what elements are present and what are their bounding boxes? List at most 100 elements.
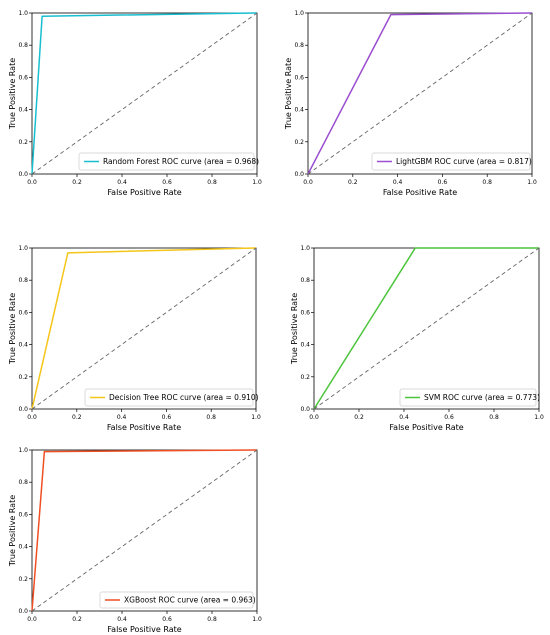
x-axis-label: False Positive Rate [383, 188, 457, 197]
x-tick-label: 0.4 [117, 616, 127, 623]
y-tick-label: 0.8 [300, 277, 310, 284]
legend-box [99, 591, 254, 609]
x-axis-label: False Positive Rate [107, 188, 181, 197]
y-tick-label: 0.0 [18, 608, 28, 615]
x-tick-label: 0.0 [303, 179, 313, 186]
chance-diagonal-line [31, 12, 258, 175]
x-tick-label: 0.8 [482, 179, 492, 186]
y-tick-label: 0.4 [18, 107, 28, 114]
y-tick-label: 0.4 [18, 544, 28, 551]
x-tick-label: 0.2 [354, 414, 364, 421]
legend-entry: Random Forest ROC curve (area = 0.968) [103, 157, 259, 166]
y-tick-label: 0.0 [18, 171, 28, 178]
y-tick-label: 0.8 [294, 42, 304, 49]
roc-panel-4: 0.0 0.2 0.4 0.6 0.8 1.0 0.0 0.2 0.4 0.6 0.8 1.0 Fals… [290, 245, 544, 432]
y-axis-label: True Positive Rate [8, 495, 17, 567]
axes-frame [31, 247, 257, 410]
chance-diagonal-line [307, 12, 533, 175]
x-tick-label: 0.8 [207, 179, 217, 186]
roc-curve-line [313, 247, 539, 410]
x-tick-label: 0.8 [489, 414, 499, 421]
y-axis-label: True Positive Rate [290, 293, 299, 365]
y-tick-label: 0.6 [300, 309, 310, 316]
roc-curve-line [307, 12, 533, 175]
x-axis-label: False Positive Rate [389, 423, 463, 432]
x-tick-label: 0.2 [72, 414, 82, 421]
axes-frame [307, 12, 533, 175]
y-tick-label: 0.0 [18, 406, 28, 413]
x-tick-label: 0.8 [207, 616, 217, 623]
x-tick-label: 0.0 [27, 414, 37, 421]
x-tick-label: 0.0 [27, 616, 37, 623]
chance-diagonal-line [313, 247, 540, 410]
legend: Decision Tree ROC curve (area = 0.910) [84, 388, 259, 407]
x-tick-label: 0.2 [72, 616, 82, 623]
y-tick-label: 0.6 [18, 511, 28, 518]
roc-panel-5: 0.0 0.2 0.4 0.6 0.8 1.0 0.0 0.2 0.4 0.6 0.8 1.0 Fals… [8, 447, 262, 634]
y-tick-label: 0.2 [294, 139, 304, 146]
legend-entry: LightGBM ROC curve (area = 0.817) [396, 157, 532, 166]
y-tick-label: 0.0 [300, 406, 310, 413]
y-axis-label: True Positive Rate [8, 293, 17, 365]
y-tick-label: 0.6 [294, 74, 304, 81]
y-tick-label: 0.6 [18, 309, 28, 316]
x-axis-label: False Positive Rate [107, 625, 181, 634]
x-tick-label: 1.0 [527, 179, 537, 186]
x-tick-label: 0.6 [162, 616, 172, 623]
legend-entry: SVM ROC curve (area = 0.773) [424, 393, 540, 402]
roc-panel-2: 0.0 0.2 0.4 0.6 0.8 1.0 0.0 0.2 0.4 0.6 0.8 1.0 Fals… [284, 10, 537, 197]
x-tick-label: 0.2 [348, 179, 358, 186]
y-tick-label: 0.4 [18, 342, 28, 349]
chance-diagonal-line [31, 247, 257, 410]
y-tick-label: 1.0 [18, 245, 28, 252]
y-tick-label: 0.8 [18, 277, 28, 284]
roc-panel-1: 0.0 0.2 0.4 0.6 0.8 1.0 0.0 0.2 0.4 0.6 0.8 1.0 Fals… [8, 10, 262, 197]
roc-curve-line [31, 12, 258, 175]
legend: LightGBM ROC curve (area = 0.817) [371, 152, 532, 171]
roc-curve-line [31, 247, 257, 410]
y-tick-label: 1.0 [18, 10, 28, 17]
legend-box [371, 152, 531, 171]
x-tick-label: 1.0 [534, 414, 544, 421]
y-tick-label: 0.2 [18, 576, 28, 583]
y-axis-label: True Positive Rate [284, 58, 293, 130]
axes-frame [313, 247, 540, 410]
legend-box [78, 152, 255, 171]
legend: XGBoost ROC curve (area = 0.963) [99, 591, 256, 609]
y-tick-label: 0.2 [300, 374, 310, 381]
y-tick-label: 0.8 [18, 479, 28, 486]
y-tick-label: 0.8 [18, 42, 28, 49]
x-tick-label: 1.0 [252, 179, 262, 186]
x-axis-label: False Positive Rate [107, 423, 181, 432]
legend: Random Forest ROC curve (area = 0.968) [78, 152, 259, 171]
x-tick-label: 0.4 [117, 179, 127, 186]
x-tick-label: 0.6 [162, 414, 172, 421]
y-tick-label: 0.2 [18, 139, 28, 146]
axes-frame [31, 449, 258, 612]
y-tick-label: 1.0 [18, 447, 28, 454]
y-tick-label: 0.2 [18, 374, 28, 381]
legend-entry: Decision Tree ROC curve (area = 0.910) [109, 393, 259, 402]
roc-panel-3: 0.0 0.2 0.4 0.6 0.8 1.0 0.0 0.2 0.4 0.6 0.8 1.0 Fals… [8, 245, 261, 432]
x-tick-label: 0.6 [162, 179, 172, 186]
legend-entry: XGBoost ROC curve (area = 0.963) [124, 596, 256, 605]
y-axis-label: True Positive Rate [8, 58, 17, 130]
legend-box [84, 388, 254, 407]
roc-curve-line [31, 449, 258, 612]
x-tick-label: 0.6 [444, 414, 454, 421]
x-tick-label: 0.6 [438, 179, 448, 186]
x-tick-label: 0.4 [393, 179, 403, 186]
axes-frame [31, 12, 258, 175]
x-tick-label: 1.0 [252, 616, 262, 623]
legend: SVM ROC curve (area = 0.773) [399, 388, 540, 407]
x-tick-label: 0.4 [399, 414, 409, 421]
x-tick-label: 1.0 [251, 414, 261, 421]
y-tick-label: 0.0 [294, 171, 304, 178]
y-tick-label: 1.0 [294, 10, 304, 17]
y-tick-label: 1.0 [300, 245, 310, 252]
y-tick-label: 0.4 [294, 107, 304, 114]
x-tick-label: 0.8 [206, 414, 216, 421]
legend-box [399, 388, 537, 407]
y-tick-label: 0.4 [300, 342, 310, 349]
x-tick-label: 0.2 [72, 179, 82, 186]
